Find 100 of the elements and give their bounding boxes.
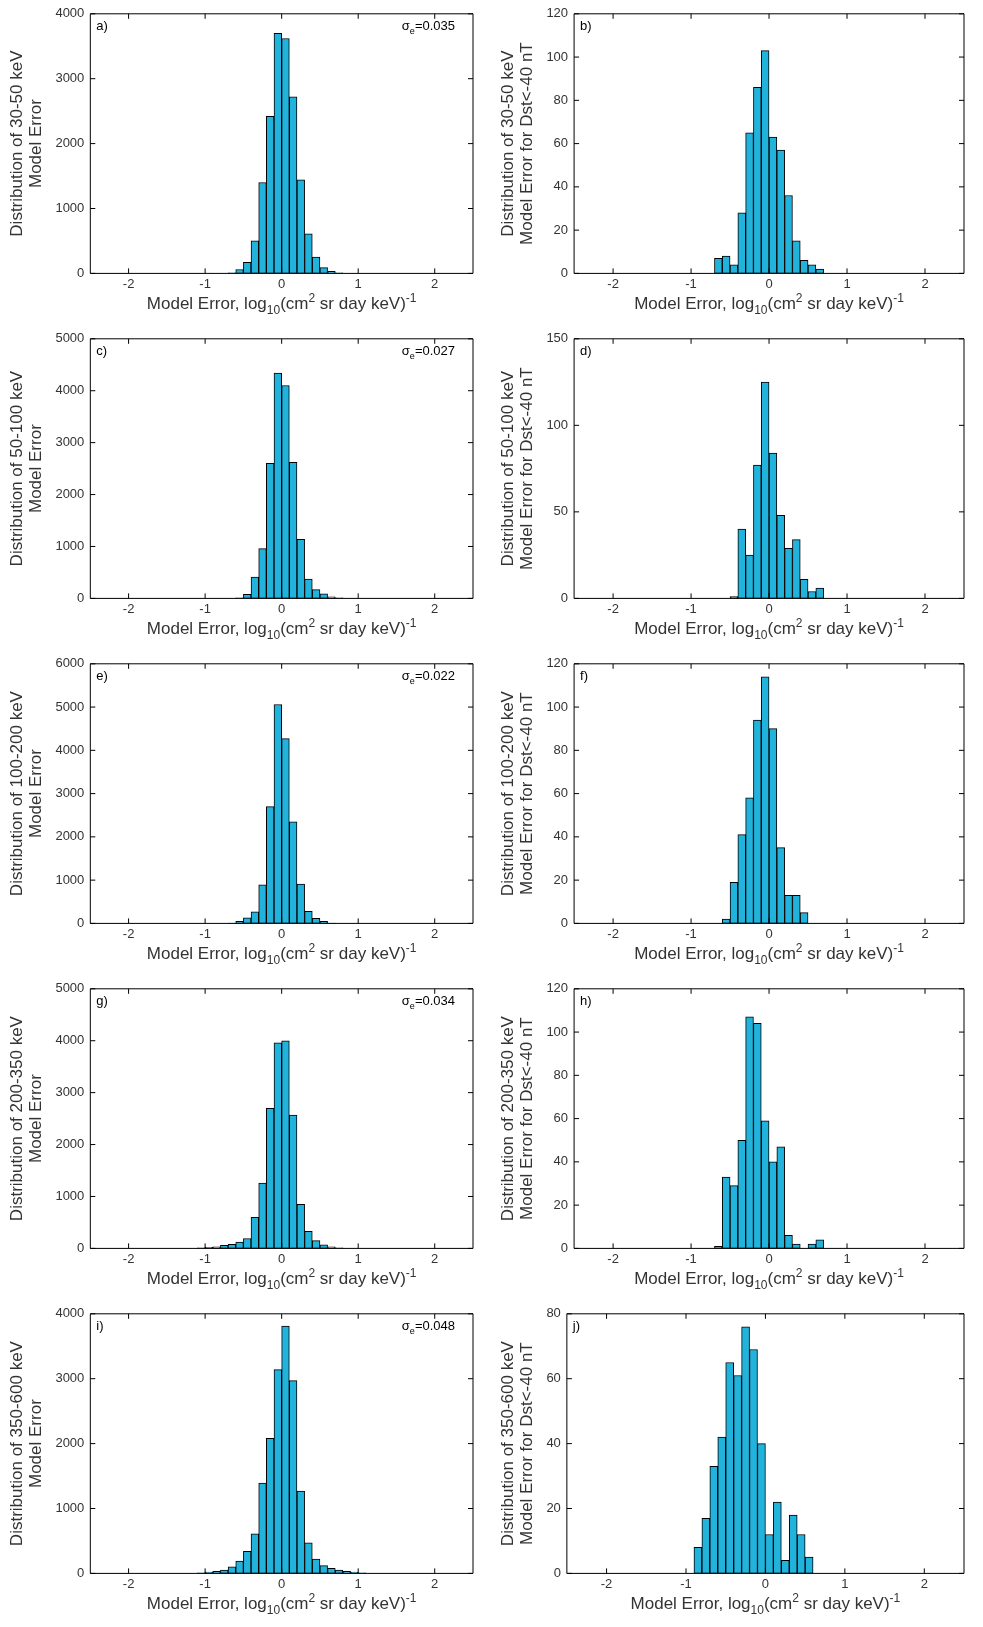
y-tick-label: 80: [553, 91, 569, 107]
x-tick-label: -1: [685, 600, 697, 616]
y-tick-label: 3000: [55, 434, 85, 450]
x-tick-label: -2: [607, 1250, 619, 1266]
y-tick-label: 60: [553, 1110, 569, 1126]
x-tick-label: -2: [122, 1250, 135, 1266]
y-tick-label: 1000: [55, 871, 85, 887]
x-tick-label: 1: [354, 925, 362, 941]
y-tick-label: 5000: [55, 698, 85, 714]
x-tick-label: 1: [354, 275, 362, 291]
x-tick-label: 1: [841, 1575, 849, 1591]
x-tick-label: 2: [431, 1575, 439, 1591]
x-tick-label: -2: [607, 600, 619, 616]
annotation: i): [96, 1317, 104, 1333]
x-tick-label: 2: [921, 1250, 929, 1266]
y-tick-label: 0: [77, 1239, 85, 1255]
annotation: b): [580, 17, 592, 33]
y-tick-label: 80: [553, 741, 569, 757]
x-tick-label: -2: [607, 925, 619, 941]
y-tick-label: 100: [546, 1023, 569, 1039]
y-axis-title: Distribution of 30-50 keV Model Error for Dst<-40 nT: [498, 42, 536, 245]
x-tick-label: 1: [354, 600, 362, 616]
y-tick-label: 120: [546, 980, 569, 996]
x-tick-label: 1: [354, 1575, 362, 1591]
y-tick-label: 40: [553, 1153, 569, 1169]
annotation: e): [96, 667, 108, 683]
x-tick-label: 2: [431, 925, 439, 941]
x-tick-label: 1: [843, 925, 851, 941]
x-tick-label: 0: [278, 275, 286, 291]
x-tick-label: -2: [600, 1575, 613, 1591]
y-tick-label: 2000: [55, 486, 85, 502]
y-tick-label: 20: [553, 221, 569, 237]
y-axis-title: Distribution of 200-350 keV Model Error: [7, 1015, 45, 1222]
y-tick-label: 0: [560, 264, 569, 280]
y-tick-label: 5000: [55, 980, 85, 996]
x-tick-label: -2: [122, 275, 135, 291]
y-tick-label: 150: [546, 330, 569, 346]
x-tick-label: 2: [431, 600, 439, 616]
x-tick-label: 1: [843, 1250, 851, 1266]
y-tick-label: 0: [560, 1239, 569, 1255]
y-tick-label: 3000: [55, 70, 85, 86]
y-tick-label: 1000: [55, 1188, 85, 1204]
x-tick-label: -2: [122, 1575, 135, 1591]
x-tick-label: -2: [122, 600, 135, 616]
y-tick-label: 100: [546, 48, 569, 64]
x-tick-label: 0: [278, 1575, 286, 1591]
y-tick-label: 2000: [55, 135, 85, 151]
x-tick-label: -1: [199, 925, 211, 941]
y-tick-label: 80: [553, 1066, 569, 1082]
y-axis-title: Distribution of 350-600 keV Model Error: [7, 1340, 45, 1547]
x-tick-label: -1: [199, 1575, 211, 1591]
y-tick-label: 3000: [55, 1084, 85, 1100]
y-tick-label: 4000: [55, 1305, 85, 1321]
y-tick-label: 1000: [55, 1500, 85, 1516]
x-tick-label: -1: [685, 1250, 697, 1266]
x-tick-label: 2: [921, 600, 929, 616]
y-axis-title: Distribution of 350-600 keV Model Error for Dst<-40 nT: [498, 1340, 536, 1547]
x-tick-label: -1: [685, 925, 697, 941]
x-tick-label: -1: [199, 600, 211, 616]
y-tick-label: 6000: [55, 655, 85, 671]
y-tick-label: 1000: [55, 538, 85, 554]
y-tick-label: 4000: [55, 1032, 85, 1048]
annotation: g): [96, 992, 108, 1008]
y-axis-title: Distribution of 100-200 keV Model Error: [7, 690, 45, 897]
y-tick-label: 20: [553, 871, 569, 887]
x-tick-label: 2: [431, 1250, 439, 1266]
x-tick-label: 0: [278, 1250, 286, 1266]
y-tick-label: 100: [546, 698, 569, 714]
y-tick-label: 60: [553, 135, 569, 151]
x-tick-label: 2: [921, 275, 929, 291]
y-axis-title: Distribution of 200-350 keV Model Error for Dst<-40 nT: [498, 1015, 536, 1222]
annotation: j): [571, 1317, 581, 1333]
x-tick-label: 2: [431, 275, 439, 291]
y-tick-label: 40: [553, 828, 569, 844]
x-tick-label: 0: [765, 925, 773, 941]
x-tick-label: 1: [843, 600, 851, 616]
y-tick-label: 60: [546, 1370, 561, 1386]
annotation: a): [96, 17, 108, 33]
y-tick-label: 0: [77, 914, 85, 930]
y-tick-label: 3000: [55, 1370, 85, 1386]
x-tick-label: 2: [920, 1575, 928, 1591]
y-tick-label: 2000: [55, 1435, 85, 1451]
y-tick-label: 50: [553, 503, 569, 519]
x-tick-label: -1: [199, 275, 211, 291]
y-tick-label: 2000: [55, 828, 85, 844]
x-tick-label: 0: [765, 600, 773, 616]
x-tick-label: 0: [761, 1575, 770, 1591]
annotation: c): [96, 342, 108, 358]
y-tick-label: 0: [77, 264, 85, 280]
x-tick-label: -2: [607, 275, 619, 291]
y-tick-label: 2000: [55, 1136, 85, 1152]
y-tick-label: 0: [560, 914, 569, 930]
x-tick-label: -1: [685, 275, 697, 291]
y-tick-label: 4000: [55, 382, 85, 398]
x-tick-label: 0: [765, 1250, 773, 1266]
y-tick-label: 60: [553, 785, 569, 801]
x-tick-label: -1: [680, 1575, 692, 1591]
x-tick-label: 0: [278, 600, 286, 616]
x-tick-label: -2: [122, 925, 135, 941]
x-tick-label: -1: [199, 1250, 211, 1266]
